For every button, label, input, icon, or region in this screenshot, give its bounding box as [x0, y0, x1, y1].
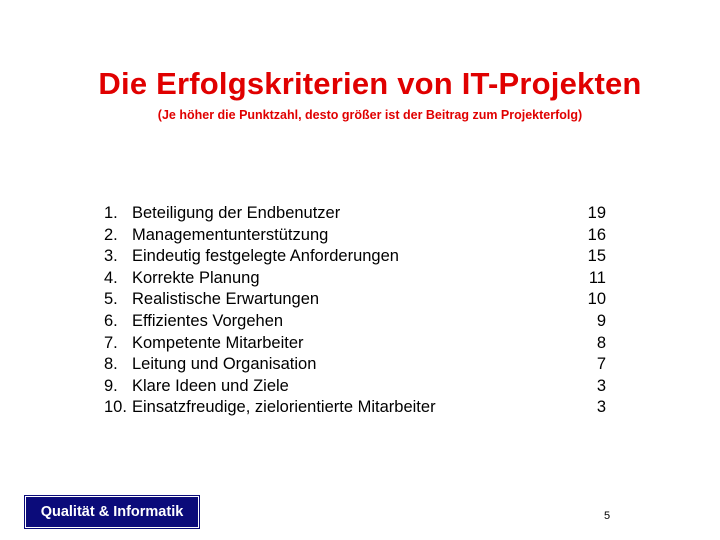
item-number: 3.	[104, 247, 118, 266]
item-points: 3	[596, 398, 606, 417]
item-points: 8	[596, 333, 606, 352]
item-points: 19	[587, 204, 606, 222]
item-points: 15	[587, 247, 606, 266]
item-number: 5.	[104, 290, 118, 309]
page-number: 5	[604, 510, 611, 522]
item-points: 11	[588, 268, 606, 287]
item-number: 9.	[104, 376, 118, 395]
item-label: Kompetente Mitarbeiter	[132, 333, 304, 352]
list-item: 2. Managementunterstützung 16	[104, 225, 606, 247]
item-number: 1.	[104, 204, 118, 222]
item-label: Effizientes Vorgehen	[132, 311, 284, 330]
item-label: Klare Ideen und Ziele	[132, 376, 289, 395]
item-points: 10	[587, 290, 606, 309]
item-number: 6.	[104, 311, 118, 330]
item-label: Leitung und Organisation	[132, 355, 317, 374]
item-points: 9	[596, 311, 606, 330]
item-points: 3	[596, 376, 606, 395]
list-item: 3. Eindeutig festgelegte Anforderungen 1…	[104, 246, 606, 268]
item-label: Eindeutig festgelegte Anforderungen	[132, 247, 399, 266]
list-item: 8. Leitung und Organisation 7	[104, 354, 606, 376]
company-logo: Qualität & Informatik	[24, 495, 200, 529]
item-label: Beteiligung der Endbenutzer	[132, 204, 341, 222]
slide-subtitle: (Je höher die Punktzahl, desto größer is…	[157, 108, 583, 122]
item-number: 2.	[104, 225, 118, 244]
list-item: 5. Realistische Erwartungen 10	[104, 289, 606, 311]
item-label: Realistische Erwartungen	[132, 290, 320, 309]
list-item: 10. Einsatzfreudige, zielorientierte Mit…	[104, 397, 606, 419]
list-item: 6. Effizientes Vorgehen 9	[104, 311, 606, 333]
list-item: 7. Kompetente Mitarbeiter 8	[104, 333, 606, 355]
item-number: 7.	[104, 333, 118, 352]
item-number: 4.	[104, 268, 118, 287]
item-points: 7	[596, 355, 606, 374]
list-item: 1. Beteiligung der Endbenutzer 19	[104, 203, 606, 225]
item-label: Korrekte Planung	[132, 268, 260, 287]
item-points: 16	[587, 225, 606, 244]
slide-title: Die Erfolgskriterien von IT-Projekten	[98, 66, 642, 101]
item-label: Managementunterstützung	[132, 225, 329, 244]
item-number: 8.	[104, 355, 118, 374]
success-criteria-list: 1. Beteiligung der Endbenutzer 19 2. Man…	[104, 203, 606, 419]
item-label: Einsatzfreudige, zielorientierte Mitarbe…	[132, 398, 436, 417]
list-item: 4. Korrekte Planung 11	[104, 268, 606, 290]
item-number: 10.	[104, 398, 127, 417]
list-item: 9. Klare Ideen und Ziele 3	[104, 376, 606, 398]
